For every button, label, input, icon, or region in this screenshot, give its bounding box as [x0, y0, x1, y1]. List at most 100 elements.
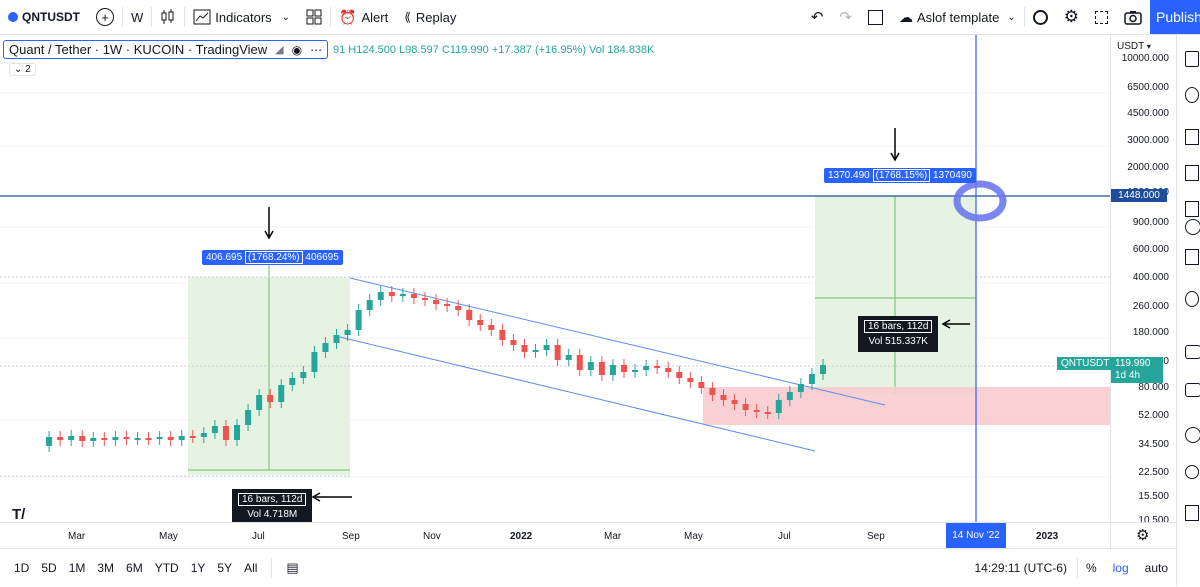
measure-1-ticks: 406695 — [305, 252, 339, 263]
eye-icon[interactable]: ◉ — [291, 42, 303, 57]
screener-icon[interactable] — [1185, 201, 1199, 217]
pie-icon[interactable] — [1185, 219, 1200, 235]
cloud-icon: ☁ — [898, 8, 913, 25]
candle-body — [632, 370, 639, 372]
publish-button[interactable]: Publish — [1150, 0, 1200, 34]
fullscreen-button[interactable] — [1087, 0, 1116, 34]
search-button[interactable] — [1025, 0, 1056, 34]
candle-body — [709, 388, 716, 395]
replay-button[interactable]: ⟪ Replay — [396, 0, 464, 34]
price-scale[interactable]: USDT ▾ 10000.000 6500.000 4500.000 3000.000… — [1057, 35, 1177, 526]
candle-body — [598, 362, 605, 375]
currency-selector[interactable]: USDT ▾ — [1117, 41, 1151, 52]
time-label: May — [159, 531, 178, 542]
streams-icon[interactable] — [1185, 383, 1200, 397]
alerts-icon[interactable] — [1185, 87, 1199, 103]
settings-button[interactable]: ⚙ — [1056, 0, 1087, 34]
demand-zone[interactable] — [703, 387, 1110, 425]
auto-toggle[interactable]: auto — [1144, 561, 1168, 575]
ideas-icon[interactable] — [1185, 291, 1199, 307]
time-label: May — [684, 531, 703, 542]
measure-1-value: 406.695 — [206, 252, 243, 263]
interval-button[interactable]: W — [123, 0, 151, 34]
chevron-down-icon: ⌄ — [14, 64, 23, 75]
log-toggle[interactable]: log — [1112, 561, 1129, 575]
range-1d[interactable]: 1D — [14, 561, 30, 575]
measure-2-pct: (1768.15%) — [872, 169, 931, 182]
news-icon[interactable] — [1185, 129, 1199, 145]
layout-button[interactable] — [860, 0, 891, 34]
symbol-price-tag: QNTUSDT — [1057, 357, 1114, 370]
divider — [151, 7, 153, 27]
range-5y[interactable]: 5Y — [217, 561, 233, 575]
chevron-down-icon: ⌄ — [1007, 11, 1016, 23]
price-label: 52.000 — [1138, 410, 1169, 421]
candle-body — [609, 365, 616, 375]
time-scale[interactable]: Mar May Jul Sep Nov 2022 Mar May Jul Sep… — [0, 522, 1110, 549]
channel-lower-line[interactable] — [339, 336, 816, 452]
candle-body — [267, 395, 274, 402]
measure-1-bars: 16 bars, 112d — [238, 493, 307, 506]
redo-button[interactable]: ↷ — [831, 0, 860, 34]
clock-time[interactable]: 14:29:11 (UTC-6) — [974, 561, 1067, 575]
price-label: 34.500 — [1138, 439, 1169, 450]
range-ytd[interactable]: YTD — [154, 561, 179, 575]
range-all[interactable]: All — [244, 561, 258, 575]
compare-button[interactable]: + — [88, 0, 122, 34]
right-sidebar — [1176, 35, 1200, 586]
alert-button[interactable]: ⏰ Alert — [331, 0, 396, 34]
range-5d[interactable]: 5D — [41, 561, 57, 575]
measure-2-stats: 1370.490 (1768.15%) 1370490 — [824, 168, 976, 183]
measure-2-ticks: 1370490 — [932, 170, 972, 181]
template-button[interactable]: ☁ Aslof template ⌄ — [891, 0, 1024, 34]
range-1y[interactable]: 1Y — [190, 561, 206, 575]
price-label: 10000.000 — [1121, 53, 1169, 64]
candle-body — [410, 294, 417, 298]
time-scale-settings[interactable]: ⚙ — [1110, 522, 1177, 549]
candle-body — [156, 437, 163, 439]
range-6m[interactable]: 6M — [126, 561, 143, 575]
last-price: 119.990 — [1115, 358, 1151, 369]
legend-symbol[interactable]: Quant / Tether · 1W · KUCOIN · TradingVi… — [3, 40, 329, 59]
measure-1-stats: 406.695 (1768.24%) 406695 — [202, 250, 343, 265]
price-label: 180.000 — [1132, 327, 1169, 338]
legend-ohlc: 91 H124.500 L98.597 C119.990 +17.387 (+1… — [333, 44, 655, 56]
more-icon[interactable]: ⋯ — [310, 42, 323, 57]
chart-type-button[interactable] — [152, 0, 184, 34]
calendar-icon[interactable] — [1185, 165, 1199, 181]
chart-pane[interactable]: T/ Quant / Tether · 1W · KUCOIN · Tradin… — [0, 35, 1110, 522]
time-label: Jul — [778, 531, 791, 542]
help-icon[interactable] — [1185, 427, 1200, 443]
range-1m[interactable]: 1M — [68, 561, 86, 575]
candle-body — [466, 310, 473, 320]
symbol-label: QNTUSDT — [22, 10, 80, 24]
time-label: Sep — [342, 531, 360, 542]
redo-icon: ↷ — [839, 9, 852, 26]
last-price-tag: 119.990 1d 4h — [1111, 357, 1163, 383]
divider — [330, 7, 332, 27]
grid-icon[interactable] — [1185, 249, 1199, 265]
candle-body — [797, 384, 804, 392]
candle-body — [665, 368, 672, 372]
chart-legend[interactable]: Quant / Tether · 1W · KUCOIN · TradingVi… — [3, 40, 329, 59]
candle-body — [134, 438, 141, 440]
channel-upper-line[interactable] — [349, 277, 886, 406]
time-label: Sep — [867, 531, 885, 542]
symbol-search[interactable]: QNTUSDT — [0, 0, 88, 34]
legend-collapse-button[interactable]: ⌄ 2 — [9, 63, 36, 76]
notifications-icon[interactable] — [1185, 465, 1199, 479]
candle-body — [720, 395, 727, 400]
range-3m[interactable]: 3M — [97, 561, 115, 575]
alert-label: Alert — [361, 9, 389, 25]
goto-date-icon[interactable]: ▤ — [286, 560, 299, 575]
layouts-button[interactable] — [298, 0, 330, 34]
percent-toggle[interactable]: % — [1085, 561, 1097, 575]
watchlist-icon[interactable] — [1185, 51, 1199, 67]
chart-canvas[interactable]: T/ — [0, 35, 1110, 522]
hotlist-icon[interactable] — [1185, 505, 1199, 521]
indicators-button[interactable]: Indicators ⌄ — [185, 0, 298, 34]
chat-icon[interactable] — [1185, 345, 1200, 359]
snapshot-button[interactable] — [1116, 0, 1150, 34]
undo-button[interactable]: ↶ — [803, 0, 832, 34]
currency-label: USDT — [1117, 41, 1145, 52]
